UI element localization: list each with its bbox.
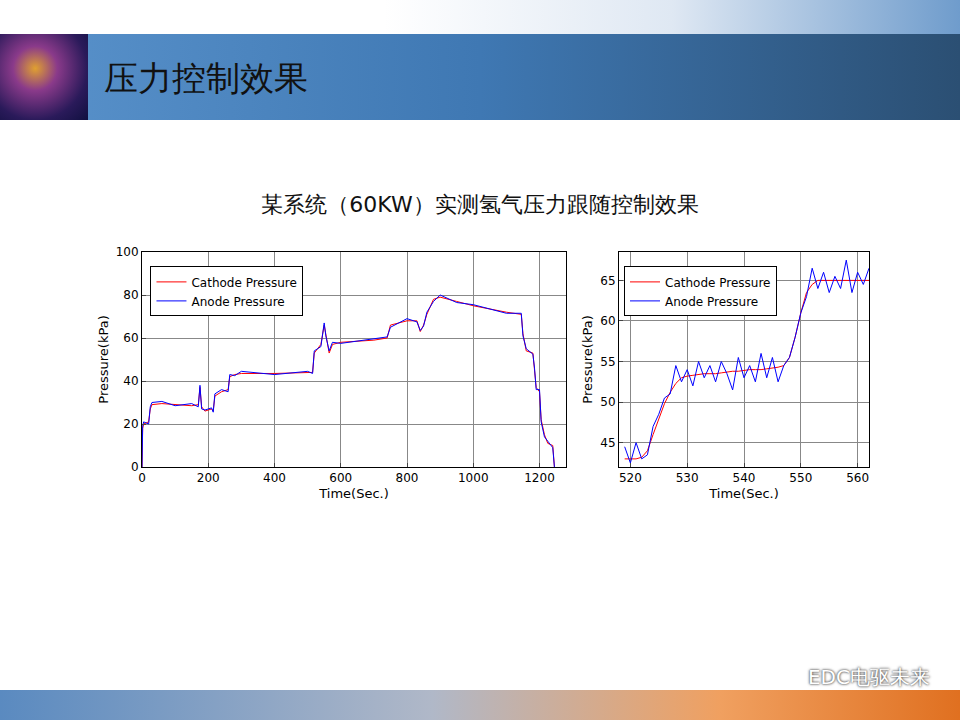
svg-text:550: 550 bbox=[789, 471, 812, 485]
svg-text:45: 45 bbox=[600, 436, 615, 450]
svg-text:400: 400 bbox=[263, 471, 286, 485]
svg-text:Anode Pressure: Anode Pressure bbox=[191, 295, 284, 309]
svg-text:60: 60 bbox=[123, 331, 138, 345]
svg-text:55: 55 bbox=[600, 355, 615, 369]
svg-text:1000: 1000 bbox=[458, 471, 489, 485]
html-text:压力控制效果: 压力控制效果 bbox=[104, 58, 308, 98]
html-text:EDC电驱未来: EDC电驱未来 bbox=[808, 665, 930, 689]
svg-text:0: 0 bbox=[138, 471, 146, 485]
svg-text:540: 540 bbox=[733, 471, 756, 485]
svg-text:Anode Pressure: Anode Pressure bbox=[665, 295, 758, 309]
svg-text:800: 800 bbox=[396, 471, 419, 485]
svg-text:65: 65 bbox=[600, 274, 615, 288]
svg-text:530: 530 bbox=[676, 471, 699, 485]
svg-text:40: 40 bbox=[123, 374, 138, 388]
svg-text:Pressure(kPa): Pressure(kPa) bbox=[580, 315, 595, 403]
svg-text:560: 560 bbox=[846, 471, 869, 485]
svg-text:600: 600 bbox=[329, 471, 352, 485]
svg-text:100: 100 bbox=[116, 245, 139, 259]
svg-text:20: 20 bbox=[123, 417, 138, 431]
svg-text:Cathode Pressure: Cathode Pressure bbox=[191, 276, 296, 290]
svg-text:Pressure(kPa): Pressure(kPa) bbox=[96, 315, 111, 403]
svg-text:Cathode Pressure: Cathode Pressure bbox=[665, 276, 770, 290]
svg-text:1200: 1200 bbox=[524, 471, 555, 485]
svg-text:Time(Sec.): Time(Sec.) bbox=[318, 486, 389, 501]
svg-text:50: 50 bbox=[600, 395, 615, 409]
svg-text:200: 200 bbox=[197, 471, 220, 485]
svg-text:Time(Sec.): Time(Sec.) bbox=[708, 486, 779, 501]
svg-text:520: 520 bbox=[619, 471, 642, 485]
html-text:某系统（60KW）实测氢气压力跟随控制效果: 某系统（60KW）实测氢气压力跟随控制效果 bbox=[261, 192, 699, 217]
svg-text:0: 0 bbox=[131, 460, 139, 474]
svg-text:60: 60 bbox=[600, 314, 615, 328]
svg-text:80: 80 bbox=[123, 288, 138, 302]
